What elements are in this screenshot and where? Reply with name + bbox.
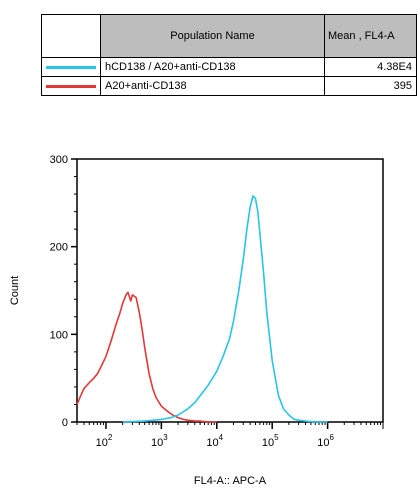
plot-frame — [76, 158, 384, 423]
population-name-header: Population Name — [100, 14, 325, 58]
legend-row-mean: 4.38E4 — [324, 57, 417, 77]
x-tick-label: 102 — [96, 433, 113, 449]
cyan-line-swatch — [46, 65, 96, 69]
x-tick-label: 106 — [317, 433, 334, 449]
x-axis-label: FL4-A:: APC-A — [194, 475, 267, 487]
population-legend-table: Population Name Mean , FL4-A hCD138 / A2… — [41, 14, 417, 96]
y-tick-label: 100 — [50, 329, 68, 341]
legend-header-row: Population Name Mean , FL4-A — [41, 14, 417, 58]
x-tick-label: 104 — [206, 433, 223, 449]
legend-row-name: hCD138 / A20+anti-CD138 — [100, 57, 325, 77]
x-tick-label: 103 — [151, 433, 168, 449]
red-line-swatch — [46, 84, 96, 88]
legend-row-name: A20+anti-CD138 — [100, 76, 325, 96]
legend-row: hCD138 / A20+anti-CD138 4.38E4 — [41, 57, 417, 77]
mean-fl4a-header: Mean , FL4-A — [324, 14, 417, 58]
y-axis-label: Count — [9, 276, 21, 305]
legend-row-mean: 395 — [324, 76, 417, 96]
legend-header-blank-cell — [41, 14, 101, 58]
legend-row: A20+anti-CD138 395 — [41, 76, 417, 96]
series-line — [122, 194, 328, 423]
y-tick-label: 300 — [50, 154, 68, 166]
legend-swatch-cell — [41, 76, 101, 96]
y-tick-label: 200 — [50, 242, 68, 254]
x-tick-label: 105 — [262, 433, 279, 449]
series-line — [76, 291, 217, 423]
legend-swatch-cell — [41, 57, 101, 77]
y-tick-label: 0 — [62, 417, 68, 429]
